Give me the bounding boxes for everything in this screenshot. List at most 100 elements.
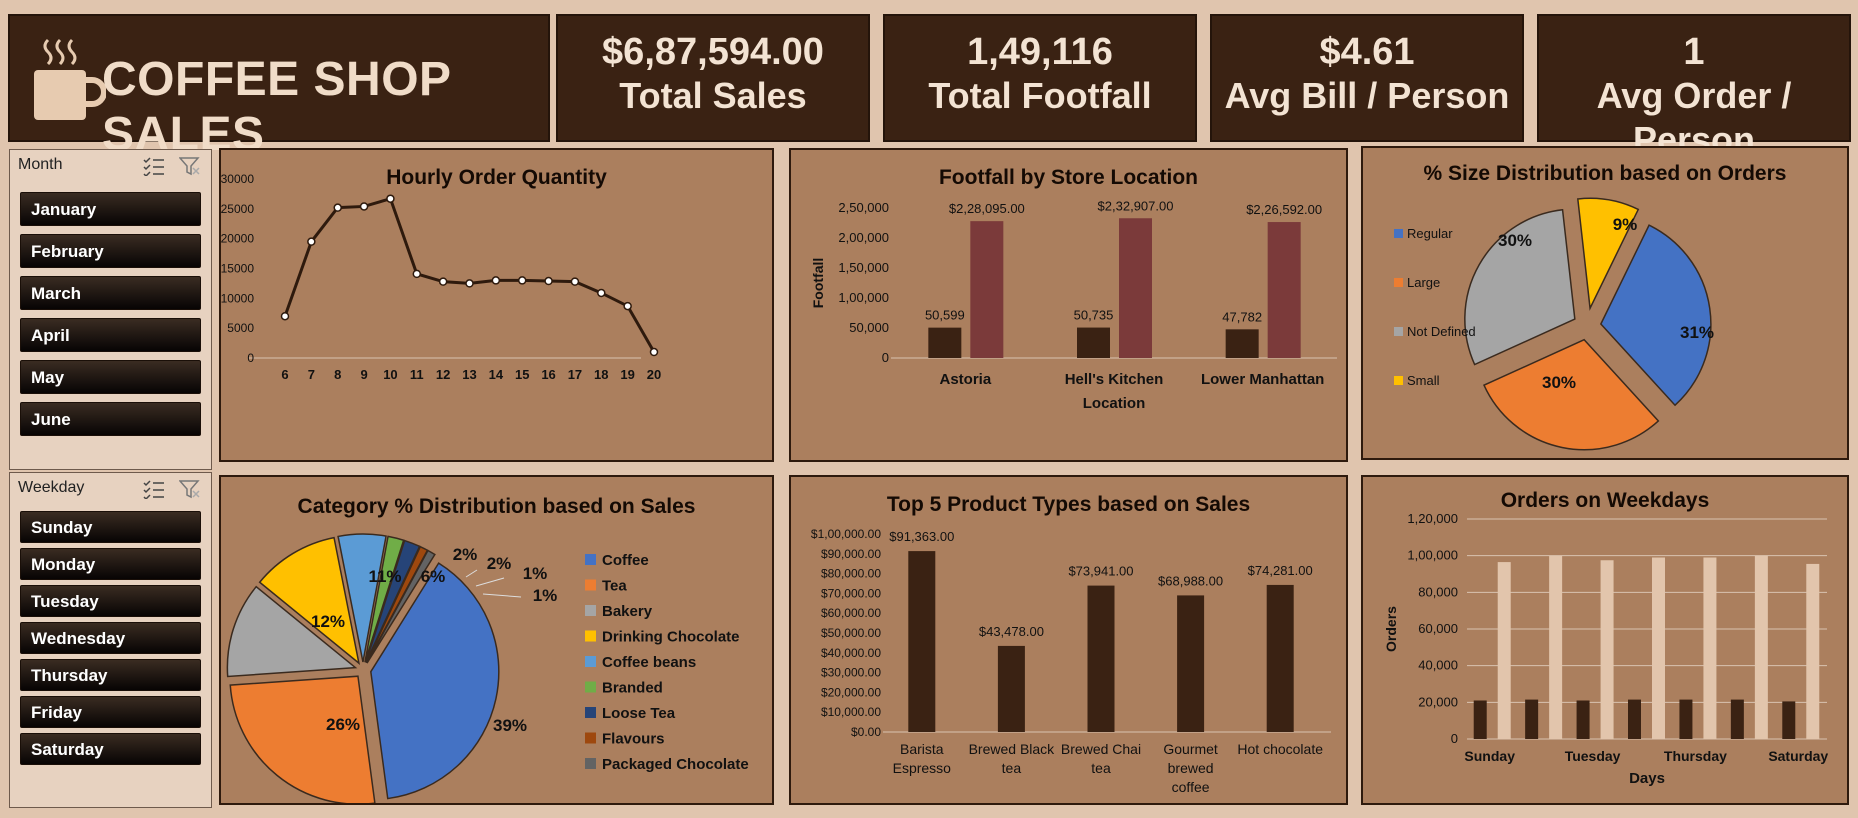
chart-title: Category % Distribution based on Sales xyxy=(297,495,696,518)
weekday-item-monday[interactable]: Monday xyxy=(20,548,201,580)
weekday-item-friday[interactable]: Friday xyxy=(20,696,201,728)
x-tick-label: 13 xyxy=(462,367,476,382)
bar xyxy=(1730,699,1744,739)
multi-select-icon[interactable] xyxy=(143,479,165,499)
data-point xyxy=(491,276,501,285)
dashboard-title: COFFEE SHOP SALES xyxy=(102,53,451,161)
pie-slice xyxy=(226,585,358,678)
legend-swatch xyxy=(585,656,596,667)
data-point xyxy=(280,311,290,321)
data-label: $2,28,095.00 xyxy=(949,201,1025,216)
slicer-title: Month xyxy=(18,156,63,173)
x-tick-label: 18 xyxy=(594,367,608,382)
x-tick-label: Hot chocolate xyxy=(1237,741,1323,757)
bar xyxy=(1576,700,1590,739)
month-item-january[interactable]: January xyxy=(20,192,201,226)
data-label: 47,782 xyxy=(1222,309,1262,324)
data-point xyxy=(649,347,659,357)
y-tick-label: 0 xyxy=(1451,731,1458,746)
hourly-order-panel: Hourly Order Quantity 0 5000 10000 15000 200… xyxy=(219,148,774,462)
bar xyxy=(1087,585,1115,732)
kpi-total-footfall: 1,49,116 Total Footfall xyxy=(883,14,1197,142)
weekday-item-thursday[interactable]: Thursday xyxy=(20,659,201,691)
top-products-panel: Top 5 Product Types based on Sales $0.00… xyxy=(789,475,1348,805)
y-tick-label: 30000 xyxy=(221,172,254,186)
legend-label: Coffee xyxy=(602,552,649,569)
x-tick-label: 20 xyxy=(647,367,661,382)
x-tick-label: tea xyxy=(1091,760,1111,776)
month-item-april[interactable]: April xyxy=(20,318,201,352)
chart-title: Footfall by Store Location xyxy=(938,166,1198,189)
pie-slice xyxy=(366,549,436,664)
category-distribution-panel: Category % Distribution based on Sales 3… xyxy=(219,475,774,805)
clear-filter-icon[interactable] xyxy=(179,156,201,176)
slicer-title: Weekday xyxy=(18,479,85,496)
weekday-item-saturday[interactable]: Saturday xyxy=(20,733,201,765)
y-tick-label: 0 xyxy=(882,350,889,365)
pie-slice xyxy=(1464,208,1576,366)
legend-swatch xyxy=(585,605,596,616)
multi-select-icon[interactable] xyxy=(143,156,165,176)
bar xyxy=(1473,700,1487,739)
month-item-march[interactable]: March xyxy=(20,276,201,310)
data-point xyxy=(517,276,527,285)
month-item-february[interactable]: February xyxy=(20,234,201,268)
series-line xyxy=(283,196,656,353)
top-products-chart: $0.00 $10,000.00 $20,000.00 $30,000.00 $40,0… xyxy=(811,527,1331,795)
data-label: $2,32,907.00 xyxy=(1098,198,1174,213)
x-tick-label: Espresso xyxy=(893,760,952,776)
pie-slice xyxy=(258,536,361,666)
y-tick-label: $10,000.00 xyxy=(821,705,881,719)
slice-label: 9% xyxy=(1613,215,1638,234)
legend-label: Packaged Chocolate xyxy=(602,756,749,773)
y-tick-label: 1,00,000 xyxy=(838,290,889,305)
y-tick-label: 20000 xyxy=(221,232,254,246)
bar xyxy=(1806,563,1820,739)
bar xyxy=(970,221,1004,358)
weekday-orders-chart: 0 20,000 40,000 60,000 80,000 1,00,000 1,20,00… xyxy=(1383,511,1828,787)
x-tick-label: Tuesday xyxy=(1565,748,1621,764)
legend-swatch xyxy=(585,630,596,642)
pie-slice xyxy=(365,539,421,663)
pie-slice xyxy=(337,533,387,663)
weekday-item-sunday[interactable]: Sunday xyxy=(20,511,201,543)
legend-label: Bakery xyxy=(602,603,653,620)
weekday-item-wednesday[interactable]: Wednesday xyxy=(20,622,201,654)
x-tick-label: 17 xyxy=(568,367,582,382)
bar xyxy=(1266,584,1294,732)
kpi-label: Total Footfall xyxy=(928,75,1152,116)
chart-title: Hourly Order Quantity xyxy=(386,166,607,189)
data-point xyxy=(544,276,553,286)
x-tick-label: brewed xyxy=(1168,760,1214,776)
x-tick-label: 7 xyxy=(308,367,315,382)
x-tick-label: 8 xyxy=(334,367,341,382)
data-point xyxy=(412,269,422,279)
y-tick-label: $70,000.00 xyxy=(821,586,881,600)
slice-label: 31% xyxy=(1680,323,1714,342)
y-tick-label: 2,50,000 xyxy=(838,200,889,215)
slice-label: 1% xyxy=(523,564,548,583)
clear-filter-icon[interactable] xyxy=(179,479,201,499)
size-distribution-chart: 31% 30% 30% 9% Regular Large Not Defined Small xyxy=(1394,197,1714,451)
y-tick-label: 0 xyxy=(247,351,254,365)
chart-title: % Size Distribution based on Orders xyxy=(1423,162,1787,185)
bar xyxy=(1703,557,1717,739)
legend-swatch xyxy=(1394,229,1403,238)
legend-label: Branded xyxy=(602,680,663,697)
y-tick-label: 80,000 xyxy=(1418,584,1458,599)
data-label: $43,478.00 xyxy=(979,624,1044,639)
y-tick-label: $40,000.00 xyxy=(821,646,881,660)
slice-label: 6% xyxy=(421,567,446,586)
month-item-may[interactable]: May xyxy=(20,360,201,394)
footfall-panel: Footfall by Store Location 0 50,000 1,00,0… xyxy=(789,148,1348,462)
month-item-june[interactable]: June xyxy=(20,402,201,436)
y-tick-label: $1,00,000.00 xyxy=(811,527,881,541)
data-point xyxy=(570,277,580,286)
coffee-cup-icon xyxy=(34,38,106,120)
x-tick-label: tea xyxy=(1002,760,1022,776)
x-tick-label: 11 xyxy=(410,367,424,382)
x-tick-label: 10 xyxy=(383,367,397,382)
weekday-item-tuesday[interactable]: Tuesday xyxy=(20,585,201,617)
legend-label: Regular xyxy=(1407,226,1453,241)
legend-label: Tea xyxy=(602,578,627,595)
